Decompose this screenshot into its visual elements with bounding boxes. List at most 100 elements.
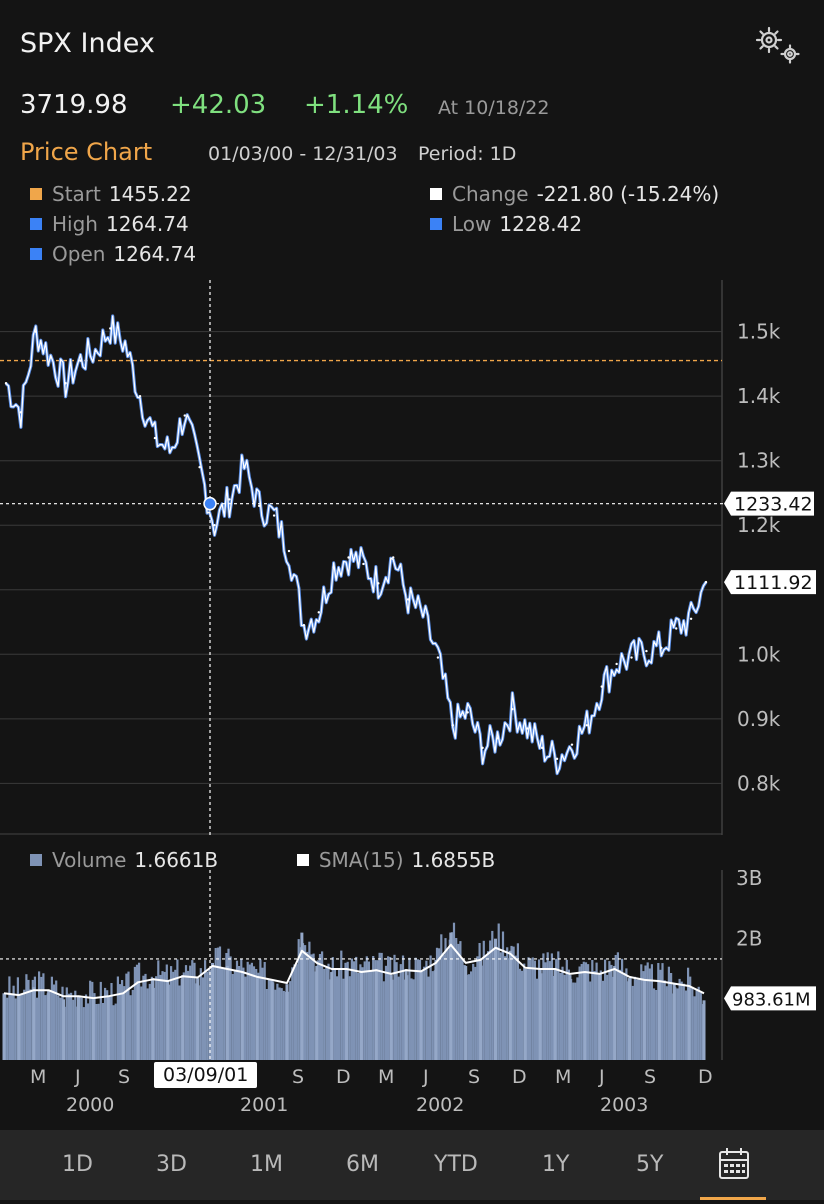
price-point <box>406 598 410 601</box>
volume-bar <box>531 957 534 1060</box>
volume-bar <box>429 955 432 1060</box>
volume-bar <box>587 964 590 1060</box>
volume-bar-monthly <box>493 938 497 1060</box>
volume-bar-monthly <box>374 969 378 1060</box>
volume-bar-monthly <box>538 969 542 1060</box>
volume-bar <box>621 958 624 1060</box>
sma-label: SMA(15) <box>318 848 404 872</box>
volume-bar <box>670 973 673 1060</box>
volume-bar <box>87 1003 90 1060</box>
volume-bar <box>595 962 598 1060</box>
sma-swatch <box>296 854 309 866</box>
volume-bar <box>367 961 370 1060</box>
volume-bar <box>440 934 443 1060</box>
tab-1y[interactable]: 1Y <box>542 1152 570 1177</box>
volume-bar <box>72 999 75 1060</box>
volume-bar <box>442 954 445 1060</box>
volume-bar <box>593 971 596 1060</box>
volume-bar <box>176 959 179 1060</box>
volume-bar-monthly <box>419 972 423 1060</box>
price-point <box>540 746 544 750</box>
stat-start-value: 1455.22 <box>108 182 192 206</box>
volume-bar <box>263 962 266 1060</box>
tab-ytd[interactable]: YTD <box>434 1152 478 1177</box>
stat-open-label: Open <box>52 242 106 266</box>
volume-chart[interactable]: 2B 3B 983.61M <box>0 870 824 1060</box>
volume-bar-monthly <box>345 969 349 1060</box>
price-chart[interactable]: 0.8k 0.9k 1.0k 1.2k 1.3k 1.4k 1.5k 1233.42 1111.… <box>0 280 824 835</box>
volume-bar <box>52 984 56 1060</box>
chart-type-label[interactable]: Price Chart <box>20 138 153 166</box>
volume-bar-monthly <box>434 959 438 1060</box>
x-year-label: 2000 <box>66 1094 115 1116</box>
price-point <box>34 330 37 333</box>
gear-icon[interactable] <box>752 24 804 68</box>
volume-bar <box>223 968 226 1060</box>
volume-bar <box>280 988 283 1060</box>
volume-bar <box>97 1003 100 1060</box>
volume-bar-monthly <box>449 932 453 1060</box>
price-point <box>243 465 246 469</box>
volume-bar <box>146 988 149 1060</box>
volume-bar <box>384 965 388 1060</box>
volume-bar <box>357 973 360 1060</box>
calendar-tab[interactable] <box>700 1130 766 1200</box>
volume-bar <box>506 947 509 1060</box>
tab-6m[interactable]: 6M <box>346 1152 379 1177</box>
price-point <box>49 356 52 359</box>
volume-bar <box>204 960 207 1060</box>
volume-bar <box>89 980 92 1060</box>
volume-bar <box>652 988 656 1060</box>
volume-bar <box>474 966 477 1060</box>
price-point <box>392 556 395 559</box>
price-point <box>123 343 127 346</box>
price-point <box>630 656 633 659</box>
tab-1d[interactable]: 1D <box>62 1152 93 1177</box>
volume-bar <box>438 948 441 1060</box>
volume-bar <box>580 964 583 1060</box>
price-point <box>570 743 574 746</box>
volume-bar <box>589 981 592 1060</box>
volume-bar <box>455 938 458 1060</box>
volume-bar <box>350 958 353 1060</box>
volume-bar <box>399 964 402 1060</box>
volume-bar <box>693 996 696 1060</box>
volume-bar <box>306 951 309 1060</box>
volume-bar <box>457 943 460 1060</box>
volume-bar <box>235 960 239 1060</box>
volume-bar <box>252 966 256 1060</box>
volume-bar <box>114 1003 117 1060</box>
x-month-label: S <box>118 1066 131 1088</box>
volume-bar <box>338 968 341 1060</box>
volume-bar <box>467 974 470 1060</box>
volume-bar <box>684 990 688 1060</box>
tab-3d[interactable]: 3D <box>156 1152 187 1177</box>
volume-bar <box>12 985 15 1060</box>
volume-bar <box>527 957 530 1060</box>
price-point <box>64 382 67 385</box>
volume-bar-monthly <box>404 969 408 1060</box>
volume-bar-monthly <box>76 996 80 1060</box>
volume-bar <box>431 971 434 1060</box>
crosshair-value-label: 1233.42 <box>734 494 813 516</box>
volume-bar <box>387 956 390 1060</box>
volume-bar-monthly <box>285 984 289 1060</box>
stat-low-label: Low <box>452 212 492 236</box>
stat-start: Start 1455.22 <box>30 182 192 206</box>
tab-5y[interactable]: 5Y <box>636 1152 664 1177</box>
tab-1m[interactable]: 1M <box>250 1152 283 1177</box>
volume-bar <box>691 986 694 1060</box>
period-tabs: 1D 3D 1M 6M YTD 1Y 5Y <box>0 1130 824 1200</box>
volume-bar <box>250 962 253 1060</box>
volume-bar-monthly <box>642 981 646 1060</box>
x-month-label: M <box>555 1066 572 1088</box>
volume-bar-monthly <box>17 996 21 1060</box>
start-swatch <box>30 188 42 200</box>
volume-bar-monthly <box>91 999 95 1060</box>
volume-tick-label: 2B <box>736 927 762 951</box>
calendar-icon[interactable] <box>700 1130 766 1200</box>
volume-bar <box>35 997 39 1060</box>
volume-bar <box>178 985 181 1060</box>
sma-value: 1.6855B <box>411 848 496 872</box>
volume-bar <box>482 940 485 1060</box>
